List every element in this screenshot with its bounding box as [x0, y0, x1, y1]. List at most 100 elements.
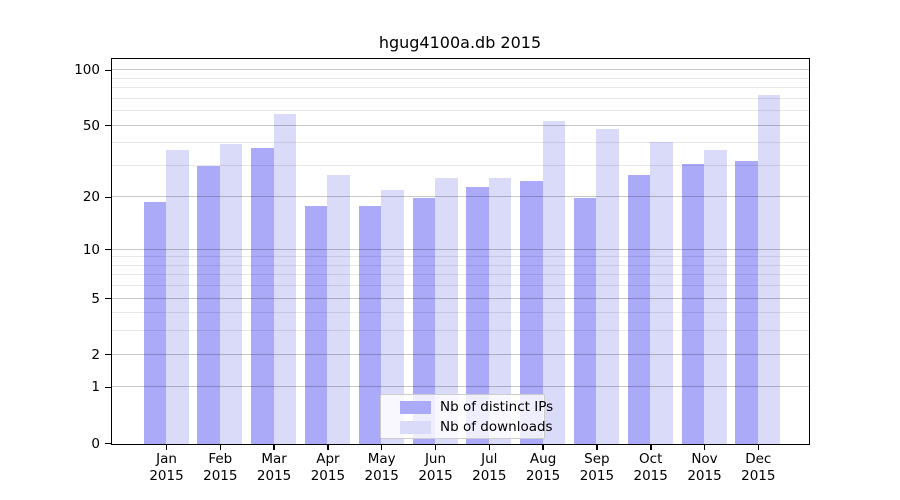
x-tick-year: 2015	[472, 467, 507, 484]
bar-downloads	[650, 141, 673, 444]
x-tick-month: Sep	[584, 451, 610, 467]
bar-distinct-ips	[573, 197, 597, 444]
y-tick-label: 100	[74, 62, 100, 79]
bar-distinct-ips	[358, 205, 382, 444]
x-tick-year: 2015	[256, 467, 292, 484]
bar-downloads	[596, 129, 619, 444]
minor-gridline	[111, 77, 809, 79]
x-tick-year: 2015	[418, 467, 453, 484]
minor-gridline	[111, 274, 809, 276]
legend-label-downloads: Nb of downloads	[440, 419, 553, 435]
x-tick-label: Nov 2015	[677, 451, 733, 484]
x-tick-label: Apr 2015	[300, 451, 356, 484]
y-tick	[104, 297, 111, 300]
bar-distinct-ips	[627, 174, 651, 444]
x-tick	[165, 445, 168, 450]
x-tick-month: Dec	[745, 451, 772, 467]
x-tick-label: Feb 2015	[192, 451, 248, 484]
x-tick-month: Mar	[261, 451, 287, 467]
x-tick-year: 2015	[203, 467, 238, 484]
major-gridline	[111, 69, 809, 71]
legend-label-distinct-ips: Nb of distinct IPs	[440, 399, 554, 415]
x-tick-month: May	[367, 451, 396, 467]
x-tick	[434, 445, 437, 450]
x-tick	[542, 445, 544, 450]
minor-gridline	[111, 142, 809, 144]
bar-distinct-ips	[412, 197, 435, 444]
major-gridline	[111, 386, 809, 388]
bar-distinct-ips	[466, 187, 489, 444]
legend-swatch-downloads	[400, 420, 431, 434]
plot-area	[110, 57, 810, 445]
x-tick	[488, 445, 490, 450]
minor-gridline	[111, 330, 809, 332]
y-tick-label: 1	[91, 379, 100, 396]
legend-item-downloads: Nb of downloads	[400, 419, 553, 435]
x-tick-month: Feb	[208, 451, 233, 467]
bar-distinct-ips	[681, 163, 704, 444]
x-tick	[273, 445, 275, 450]
x-tick	[380, 445, 383, 450]
x-tick-year: 2015	[149, 467, 184, 484]
bar-distinct-ips	[520, 180, 543, 444]
bar-distinct-ips	[143, 201, 166, 444]
bar-distinct-ips	[304, 205, 328, 444]
x-tick-year: 2015	[364, 467, 399, 484]
x-tick-month: Aug	[529, 451, 557, 467]
bar-downloads	[166, 149, 189, 444]
chart-title: hgug4100a.db 2015	[378, 33, 542, 52]
x-tick-label: Mar 2015	[246, 451, 302, 484]
bar-downloads	[542, 121, 566, 444]
y-tick	[104, 196, 111, 199]
y-tick-label: 2	[91, 346, 100, 363]
x-tick-year: 2015	[579, 467, 615, 484]
minor-gridline	[111, 312, 809, 314]
x-tick-month: Nov	[691, 451, 718, 467]
bar-distinct-ips	[735, 161, 758, 444]
gridlines-layer	[111, 59, 809, 445]
x-tick-label: Aug 2015	[515, 451, 571, 484]
x-tick	[327, 445, 329, 450]
y-tick	[104, 442, 111, 445]
x-tick-year: 2015	[525, 467, 561, 484]
x-tick-month: Apr	[316, 451, 340, 467]
minor-gridline	[111, 264, 809, 266]
x-tick-label: Sep 2015	[569, 451, 625, 484]
bar-downloads	[757, 94, 781, 444]
bar-downloads	[704, 149, 727, 444]
y-tick	[104, 353, 111, 356]
x-tick	[219, 445, 222, 450]
minor-gridline	[111, 87, 809, 89]
legend: Nb of distinct IPs Nb of downloads	[380, 394, 553, 439]
x-tick-label: Jan 2015	[139, 451, 195, 484]
x-tick-label: Dec 2015	[730, 451, 786, 484]
bar-downloads	[219, 143, 243, 444]
x-tick-year: 2015	[741, 467, 776, 484]
legend-swatch-distinct-ips	[400, 400, 431, 414]
bar-downloads	[381, 190, 404, 444]
y-tick	[104, 69, 111, 71]
x-tick-label: Jun 2015	[408, 451, 464, 484]
x-tick-month: Jun	[424, 451, 447, 467]
y-tick	[104, 248, 111, 251]
x-tick	[596, 445, 598, 450]
bar-downloads	[327, 174, 350, 444]
y-tick-label: 10	[82, 241, 100, 258]
legend-item-distinct-ips: Nb of distinct IPs	[400, 399, 553, 415]
bar-distinct-ips	[197, 166, 220, 444]
minor-gridline	[111, 256, 809, 258]
bar-downloads	[435, 177, 458, 444]
y-tick-label: 50	[82, 117, 100, 134]
y-tick-label: 0	[91, 435, 100, 452]
x-tick-label: Oct 2015	[623, 451, 679, 484]
x-tick-month: Oct	[639, 451, 663, 467]
major-gridline	[111, 353, 809, 355]
minor-gridline	[111, 110, 809, 112]
major-gridline	[111, 196, 809, 198]
minor-gridline	[111, 97, 809, 99]
x-tick-year: 2015	[310, 467, 346, 484]
x-tick-year: 2015	[633, 467, 668, 484]
x-tick-label: May 2015	[354, 451, 410, 484]
bar-distinct-ips	[251, 147, 274, 444]
